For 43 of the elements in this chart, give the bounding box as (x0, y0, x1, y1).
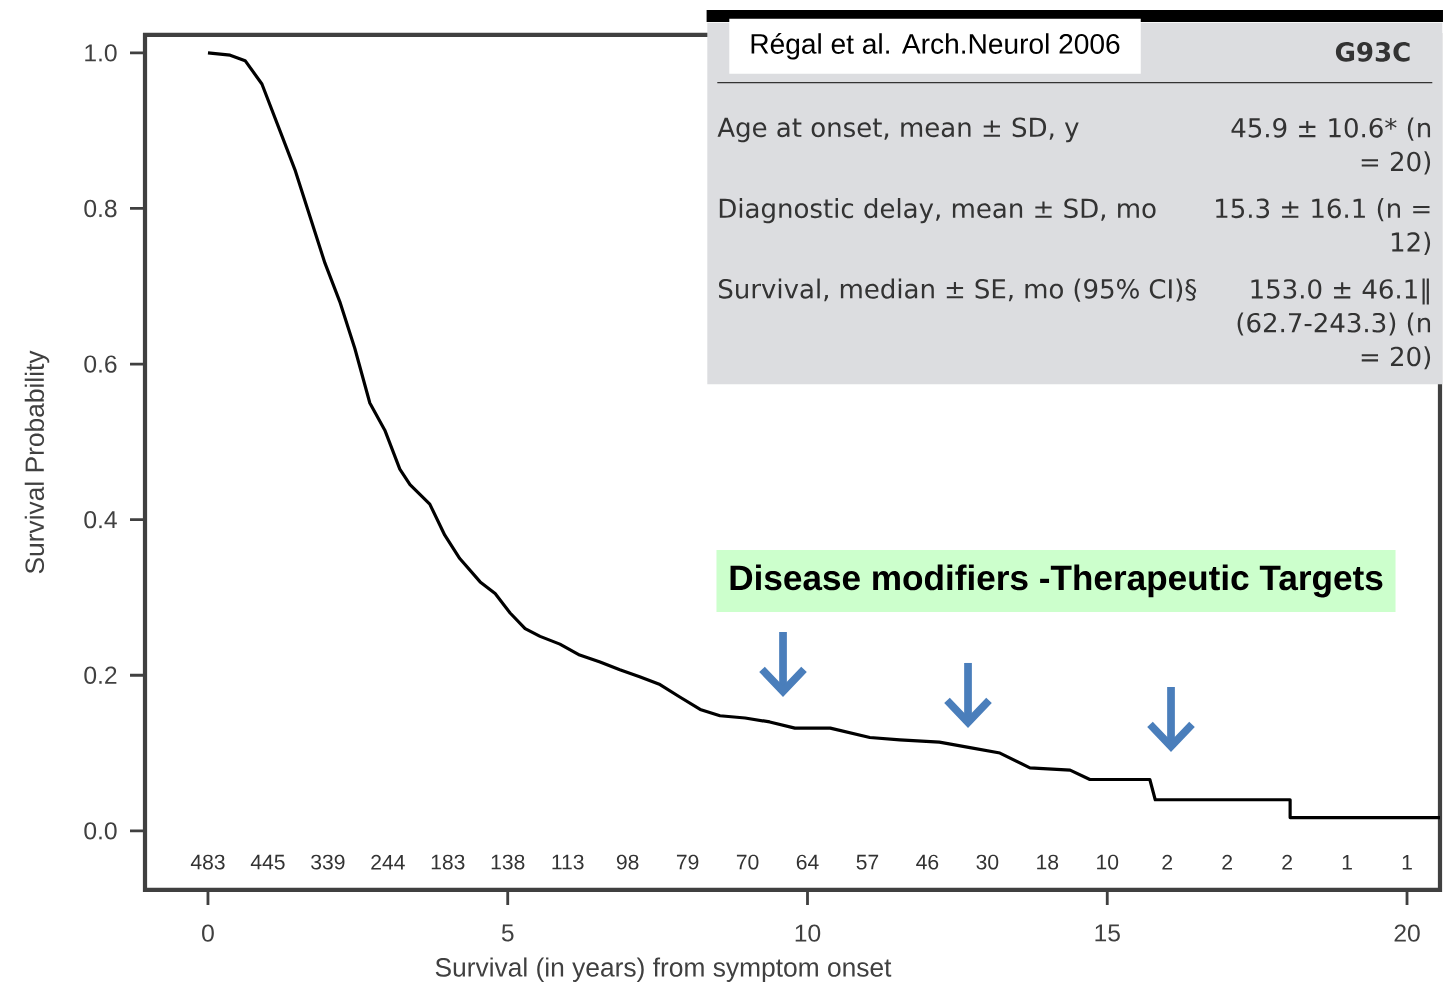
x-tick-label: 10 (795, 924, 821, 942)
annotation: 2 (1282, 854, 1292, 870)
annotation: 70 (736, 854, 759, 870)
y-axis-title: Survival Probability (24, 350, 50, 574)
annotation: 445 (250, 854, 285, 870)
y-tick-label: 1.0 (85, 44, 117, 62)
annotation: 153.0 ± 46.1‖ (62.7-243.3) (n = 20) (1237, 278, 1431, 370)
y-tick-label: 0.6 (84, 355, 117, 373)
annotation: 244 (371, 854, 405, 870)
annotation: 1 (1402, 855, 1412, 870)
y-tick-label: 0.0 (84, 822, 117, 840)
y-tick-label: 0.8 (84, 199, 117, 218)
x-tick-label: 20 (1394, 924, 1420, 942)
annotation: 46 (916, 854, 939, 870)
annotation: 45.9 ± 10.6* (n = 20) (1231, 117, 1431, 175)
annotation: 79 (676, 854, 699, 870)
x-axis-title: Survival (in years) from symptom onset (435, 957, 892, 982)
annotation: 18 (1037, 854, 1059, 870)
annotation: Diagnostic delay, mean ± SD, mo (719, 198, 1156, 224)
y-tick-label: 0.4 (84, 510, 117, 529)
annotation: 483 (190, 854, 225, 870)
annotation: 10 (1097, 854, 1119, 870)
annotation: Survival, median ± SE, mo (95% CI)§ (719, 278, 1197, 302)
annotation: 57 (856, 854, 879, 870)
annotation: 339 (311, 854, 345, 870)
x-tick-label: 0 (202, 924, 214, 942)
annotation: 30 (976, 854, 999, 870)
annotation: 1 (1342, 855, 1352, 870)
annotation: Disease modifiers -Therapeutic Targets (730, 564, 1383, 598)
annotation: 183 (431, 854, 465, 870)
annotation: 2 (1222, 854, 1232, 870)
annotation: G93C (1335, 42, 1410, 62)
annotation: 98 (616, 854, 639, 870)
annotation: Age at onset, mean ± SD, y (717, 117, 1079, 143)
annotation: 15.3 ± 16.1 (n = 12) (1216, 198, 1431, 255)
annotation: 2 (1162, 854, 1173, 870)
annotation: 64 (796, 854, 819, 870)
y-tick-label: 0.2 (84, 666, 117, 684)
x-tick-label: 15 (1095, 924, 1120, 942)
annotation: 113 (552, 854, 584, 870)
annotation: 138 (491, 854, 525, 870)
annotation: Régal et al. Arch.Neurol 2006 (751, 32, 1120, 60)
x-tick-label: 5 (501, 924, 514, 942)
